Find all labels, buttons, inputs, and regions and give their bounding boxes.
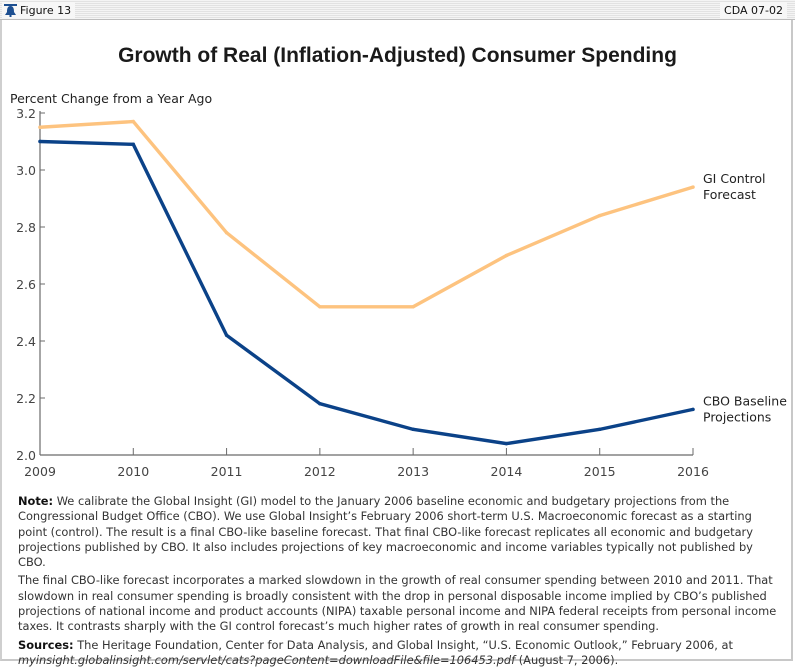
data-point-gi-control-forecast <box>131 119 135 124</box>
note-label: Note: <box>18 494 54 508</box>
sources-date: (August 7, 2006). <box>515 652 619 667</box>
note-text: We calibrate the Global Insight (GI) mod… <box>18 494 753 570</box>
data-point-cbo-baseline-projections <box>598 427 602 432</box>
y-tick-label: 3.2 <box>16 106 36 121</box>
figure-label: Figure 13 <box>2 2 76 18</box>
data-point-gi-control-forecast <box>598 213 602 218</box>
figure-number: Figure 13 <box>20 3 72 17</box>
figure-header-bar: Figure 13 CDA 07-02 <box>0 0 795 20</box>
x-tick-label: 2016 <box>677 464 709 479</box>
x-tick-label: 2013 <box>397 464 429 479</box>
data-point-cbo-baseline-projections <box>131 142 135 147</box>
x-tick-label: 2010 <box>117 464 149 479</box>
data-point-cbo-baseline-projections <box>224 333 229 337</box>
data-point-gi-control-forecast <box>504 253 509 258</box>
data-point-cbo-baseline-projections <box>411 427 415 432</box>
y-tick-label: 2.8 <box>16 220 36 235</box>
data-point-cbo-baseline-projections <box>38 139 42 144</box>
sources-url: myinsight.globalinsight.com/servlet/cats… <box>18 652 516 667</box>
x-tick-label: 2015 <box>584 464 616 479</box>
y-tick-label: 2.4 <box>16 334 36 349</box>
x-tick-label: 2014 <box>491 464 523 479</box>
note-paragraph-2: The final CBO-like forecast incorporates… <box>18 573 777 634</box>
series-line-cbo-baseline-projections <box>38 139 695 446</box>
y-tick-label: 2.0 <box>16 448 36 463</box>
data-point-gi-control-forecast <box>691 185 695 189</box>
y-tick-label: 2.2 <box>16 391 36 406</box>
x-tick-label: 2011 <box>211 464 243 479</box>
sources-paragraph: Sources: The Heritage Foundation, Center… <box>18 638 783 669</box>
data-point-cbo-baseline-projections <box>504 441 509 446</box>
data-point-cbo-baseline-projections <box>691 407 695 412</box>
y-tick-label: 3.0 <box>16 163 36 178</box>
data-point-gi-control-forecast <box>38 125 42 129</box>
series-label-gi-control-forecast: Forecast <box>703 187 756 202</box>
x-tick-label: 2012 <box>304 464 336 479</box>
series-label-cbo-baseline-projections: CBO Baseline <box>703 393 787 408</box>
x-tick-label: 2009 <box>24 464 56 479</box>
chart-title: Growth of Real (Inflation-Adjusted) Cons… <box>118 44 677 67</box>
data-point-gi-control-forecast <box>318 305 322 309</box>
notes-section: Note: We calibrate the Global Insight (G… <box>18 494 783 671</box>
y-axis-label: Percent Change from a Year Ago <box>10 91 213 106</box>
series-line-gi-control-forecast <box>38 119 695 309</box>
line-chart: 2.0 2.2 2.4 2.6 2.8 3.0 3.2 2009 2010 2011 2012 201… <box>16 106 787 479</box>
note-paragraph: Note: We calibrate the Global Insight (G… <box>18 494 783 570</box>
report-code: CDA 07-02 <box>720 2 787 18</box>
liberty-bell-icon <box>4 3 17 17</box>
data-point-cbo-baseline-projections <box>318 402 322 406</box>
series-label-gi-control-forecast: GI Control <box>703 171 766 186</box>
y-tick-label: 2.6 <box>16 277 36 292</box>
data-point-gi-control-forecast <box>411 305 415 309</box>
data-point-gi-control-forecast <box>224 231 229 235</box>
series-label-cbo-baseline-projections: Projections <box>703 409 771 424</box>
sources-text: The Heritage Foundation, Center for Data… <box>73 637 733 652</box>
sources-label: Sources: <box>18 637 74 652</box>
